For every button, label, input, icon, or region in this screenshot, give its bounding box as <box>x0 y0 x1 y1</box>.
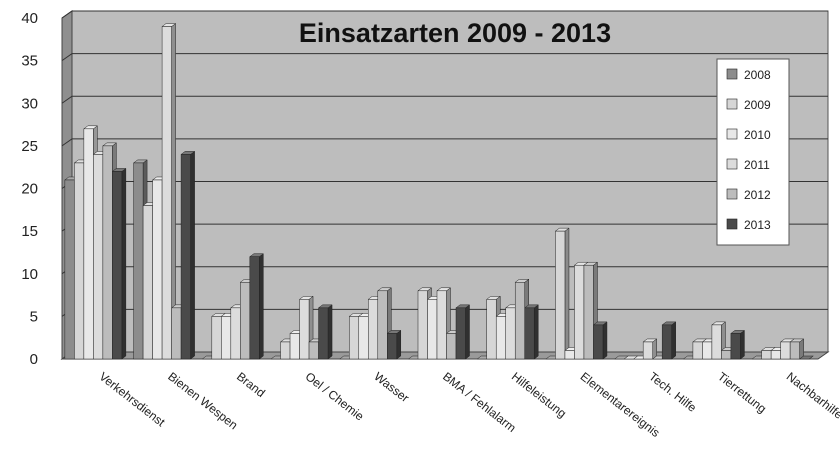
gridline <box>61 95 828 104</box>
x-category-label: Bienen Wespen <box>165 369 240 432</box>
bar <box>317 304 333 360</box>
legend-label: 2010 <box>744 128 771 142</box>
y-tick-label: 10 <box>21 266 38 283</box>
y-tick-label: 40 <box>21 10 38 27</box>
bar <box>386 329 402 360</box>
x-category-label: Wasser <box>371 369 411 405</box>
y-tick-label: 5 <box>30 308 38 325</box>
legend-swatch <box>726 218 738 230</box>
gridline <box>61 10 828 19</box>
legend-item: 2009 <box>726 98 771 112</box>
legend-box <box>716 58 790 246</box>
bar <box>798 355 814 360</box>
bar <box>789 338 805 360</box>
y-tick-label: 20 <box>21 181 38 198</box>
gridline <box>61 53 828 62</box>
x-category-label: BMA / Fehlalarm <box>440 369 519 435</box>
x-category-label: Oel / Chemie <box>303 369 367 423</box>
chart-title: Einsatzarten 2009 - 2013 <box>299 18 611 48</box>
bar <box>642 338 658 360</box>
y-axis-ticks: 0 5 10 15 20 25 30 35 40 <box>21 10 38 368</box>
legend-swatch <box>726 188 738 200</box>
legend-label: 2008 <box>744 68 771 82</box>
bar <box>180 150 196 360</box>
legend: 2008 2009 2010 2011 2012 2013 <box>716 58 790 246</box>
bar <box>249 253 265 360</box>
legend-item: 2008 <box>726 68 771 82</box>
x-category-label: Hilfeleistung <box>509 369 569 420</box>
bar <box>730 329 746 360</box>
legend-label: 2013 <box>744 218 771 232</box>
legend-label: 2009 <box>744 98 771 112</box>
bar <box>523 304 539 360</box>
y-tick-label: 25 <box>21 138 38 155</box>
bar <box>661 321 677 360</box>
bar <box>554 227 570 360</box>
y-tick-label: 30 <box>21 95 38 112</box>
gridline <box>61 138 828 147</box>
x-category-label: Tech. Hilfe <box>646 369 699 415</box>
legend-item: 2010 <box>726 128 771 142</box>
legend-label: 2012 <box>744 188 771 202</box>
bar <box>455 304 471 360</box>
y-tick-label: 0 <box>30 351 38 368</box>
legend-label: 2011 <box>744 158 770 172</box>
bar <box>111 167 127 360</box>
x-category-label: Tierrettung <box>715 369 769 415</box>
x-category-label: Verkehrsdienst <box>97 369 169 429</box>
x-category-label: Brand <box>234 369 268 400</box>
legend-item: 2012 <box>726 188 771 202</box>
bar <box>592 321 608 360</box>
bars <box>64 23 814 360</box>
legend-swatch <box>726 98 738 110</box>
y-tick-label: 15 <box>21 223 38 240</box>
y-tick-label: 35 <box>21 53 38 70</box>
legend-item: 2011 <box>726 158 770 172</box>
legend-swatch <box>726 128 738 140</box>
legend-swatch <box>726 158 738 170</box>
legend-item: 2013 <box>726 218 771 232</box>
x-category-label: Nachbarhilfe <box>784 369 840 422</box>
legend-swatch <box>726 68 738 80</box>
